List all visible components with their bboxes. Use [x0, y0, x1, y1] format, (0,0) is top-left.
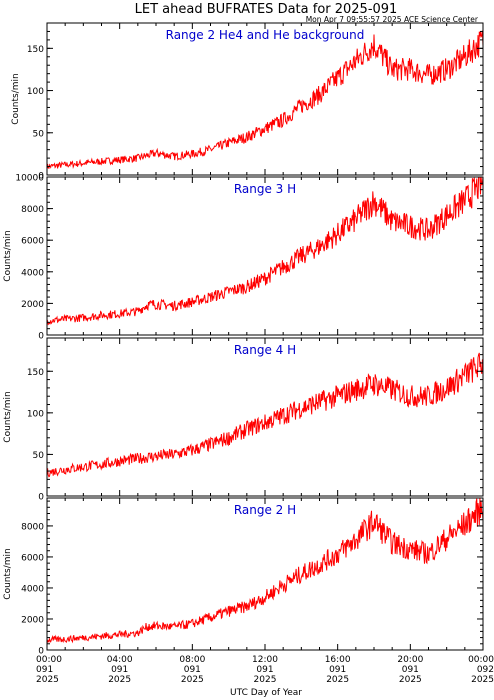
y-tick-label: 8000 — [21, 522, 44, 532]
y-tick-label: 8000 — [21, 205, 44, 215]
x-tick-label-time: 00:00 — [36, 655, 62, 665]
series-line — [47, 177, 483, 326]
plot-frame — [46, 22, 484, 176]
y-tick-label: 150 — [27, 45, 44, 55]
x-tick-label-doy: 092 — [477, 665, 494, 675]
x-tick-label-year: 2025 — [36, 675, 59, 685]
plot-frame — [46, 176, 484, 336]
x-axis-title: UTC Day of Year — [230, 688, 302, 698]
x-tick-label-time: 12:00 — [252, 655, 278, 665]
y-tick-label: 100 — [27, 409, 44, 419]
y-axis-title: Counts/min — [3, 230, 13, 281]
y-axis-title: Counts/min — [3, 548, 13, 599]
y-tick-label: 0 — [38, 493, 44, 503]
x-tick-label-doy: 091 — [184, 665, 201, 675]
panel-3: 0 50 100 150 Counts/min Range 4 H — [3, 337, 484, 503]
y-tick-label: 4000 — [21, 268, 44, 278]
y-tick-label: 4000 — [21, 584, 44, 594]
y-tick-label: 150 — [27, 368, 44, 378]
x-tick-label-year: 2025 — [326, 675, 349, 685]
y-tick-label: 10000 — [15, 174, 44, 184]
x-tick-label-year: 2025 — [108, 675, 131, 685]
x-tick-label-time: 20:00 — [397, 655, 423, 665]
y-tick-label: 2000 — [21, 615, 44, 625]
series-line — [47, 498, 483, 644]
plot-frame — [46, 497, 484, 651]
y-tick-label: 0 — [38, 647, 44, 657]
x-tick-label-year: 2025 — [181, 675, 204, 685]
x-axis-labels: 00:00091202504:00091202508:00091202512:0… — [36, 655, 494, 685]
panels: 0 50 100 150 Counts/min Range 2 He4 and He ba… — [3, 22, 484, 657]
series-line — [47, 352, 483, 478]
x-tick-label-time: 00:00 — [468, 655, 494, 665]
x-tick-label-year: 2025 — [254, 675, 277, 685]
x-tick-label-year: 2025 — [471, 675, 494, 685]
panel-title: Range 4 H — [234, 343, 296, 357]
x-tick-label-doy: 091 — [402, 665, 419, 675]
series-line — [47, 30, 483, 170]
panel-1: 0 50 100 150 Counts/min Range 2 He4 and He ba… — [11, 22, 484, 182]
panel-title: Range 2 H — [234, 503, 296, 517]
y-tick-label: 0 — [38, 332, 44, 342]
x-tick-label-doy: 091 — [256, 665, 273, 675]
y-tick-label: 6000 — [21, 553, 44, 563]
x-tick-label-doy: 091 — [111, 665, 128, 675]
y-tick-label: 6000 — [21, 237, 44, 247]
x-tick-label-time: 16:00 — [325, 655, 351, 665]
y-tick-label: 100 — [27, 87, 44, 97]
x-tick-label-year: 2025 — [399, 675, 422, 685]
y-axis-title: Counts/min — [11, 73, 21, 124]
x-tick-label-doy: 091 — [329, 665, 346, 675]
y-axis-title: Counts/min — [3, 391, 13, 442]
panel-4: 0 2000 4000 6000 8000 Counts/min Range 2 H — [3, 497, 484, 657]
x-tick-label-doy: 091 — [36, 665, 53, 675]
panel-2: 0 2000 4000 6000 8000 10000 Counts/min Range 3 … — [3, 174, 484, 342]
y-tick-label: 2000 — [21, 300, 44, 310]
panel-title: Range 3 H — [234, 182, 296, 196]
x-tick-label-time: 08:00 — [179, 655, 205, 665]
y-tick-label: 50 — [33, 129, 45, 139]
x-tick-label-time: 04:00 — [107, 655, 133, 665]
panel-title: Range 2 He4 and He background — [166, 28, 365, 42]
y-tick-label: 50 — [33, 451, 45, 461]
timestamp: Mon Apr 7 09:55:57 2025 ACE Science Cent… — [306, 15, 479, 24]
chart-title: LET ahead BUFRATES Data for 2025-091 — [135, 2, 398, 17]
y-tick-label: 0 — [38, 172, 44, 182]
